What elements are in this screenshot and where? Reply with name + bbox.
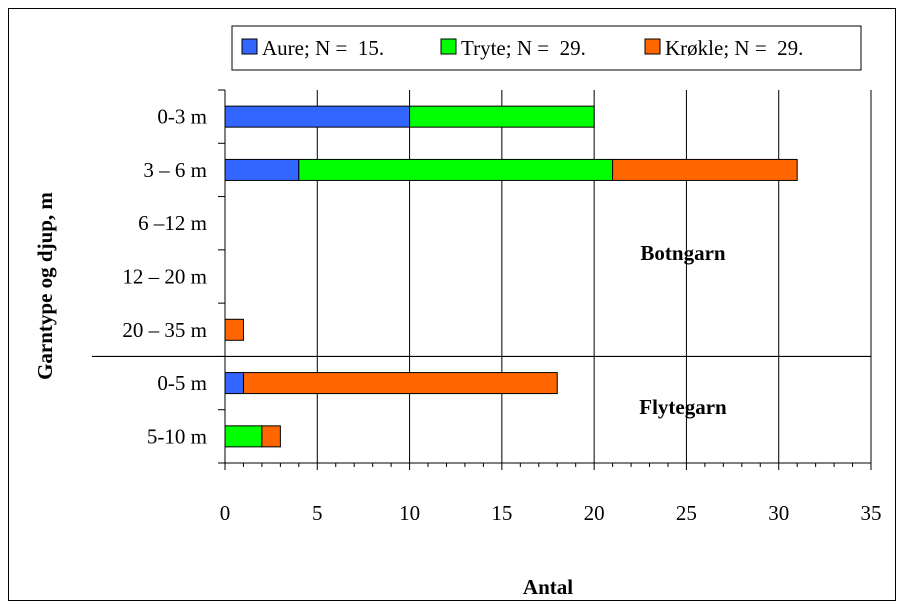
legend-swatch-tryte [440, 38, 457, 55]
legend-label-krokle: Krøkle; N = 29. [665, 36, 803, 60]
bar-aure-1 [224, 158, 300, 181]
bar-aure-0 [224, 105, 411, 128]
bar-aure-5 [224, 372, 244, 395]
y-tick-label: 20 – 35 m [122, 318, 207, 342]
bar-krokle-6 [261, 425, 281, 448]
legend-swatch-aure [241, 38, 258, 55]
y-tick-label: 0-5 m [157, 371, 207, 395]
bar-krokle-4 [224, 318, 244, 341]
legend-swatch-krokle [644, 38, 661, 55]
y-tick-label: 5-10 m [147, 424, 207, 448]
x-tick-label: 25 [676, 501, 697, 525]
bar-krokle-1 [612, 158, 798, 181]
x-tick-label: 20 [584, 501, 605, 525]
bar-tryte-6 [224, 425, 263, 448]
bar-tryte-0 [409, 105, 595, 128]
y-tick-label: 12 – 20 m [122, 265, 207, 289]
axes [218, 89, 872, 470]
x-tick-label: 35 [861, 501, 882, 525]
bar-tryte-1 [298, 158, 614, 181]
x-tick-label: 15 [491, 501, 512, 525]
y-tick-label: 0-3 m [157, 105, 207, 129]
annotation-flytegarn: Flytegarn [639, 395, 727, 419]
y-tick-label: 3 – 6 m [143, 158, 207, 182]
bars [224, 105, 798, 448]
y-tick-labels: 0-3 m 3 – 6 m 6 –12 m 12 – 20 m 20 – 35 m 0-5… [122, 105, 207, 449]
y-tick-label: 6 –12 m [138, 211, 207, 235]
legend: Aure; N = 15. Tryte; N = 29. Krøkle; N =… [231, 25, 862, 71]
x-axis-label: Antal [523, 575, 573, 599]
x-tick-label: 10 [399, 501, 420, 525]
legend-label-tryte: Tryte; N = 29. [461, 36, 586, 60]
legend-box [231, 25, 862, 71]
x-tick-label: 30 [768, 501, 789, 525]
bar-krokle-5 [242, 372, 558, 395]
y-axis-label: Garntype og djup, m [33, 192, 57, 380]
x-tick-label: 5 [312, 501, 323, 525]
x-tick-labels: 0 5 10 15 20 25 30 35 [220, 501, 882, 525]
legend-label-aure: Aure; N = 15. [262, 36, 384, 60]
gridlines [316, 90, 872, 463]
annotation-botngarn: Botngarn [640, 241, 726, 265]
x-tick-label: 0 [220, 501, 231, 525]
